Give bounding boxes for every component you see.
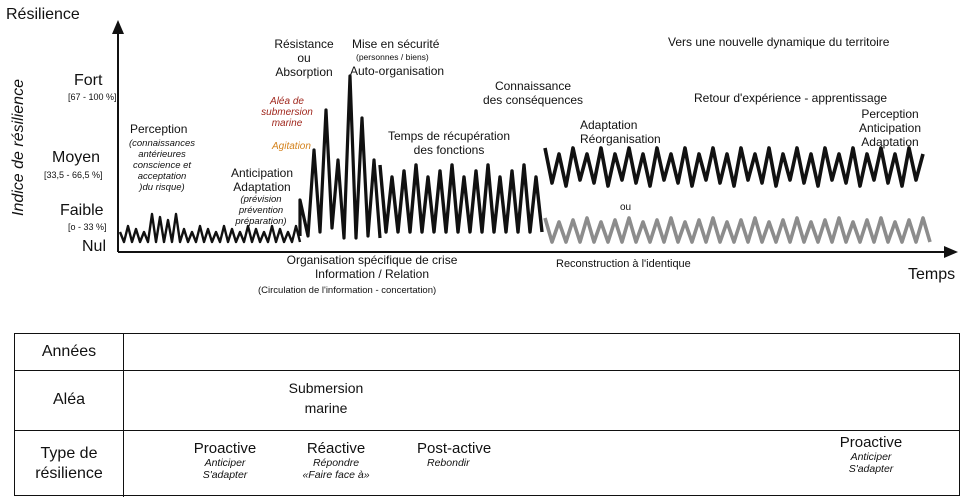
annotation-anticipation: Anticipation Adaptation [230, 166, 294, 194]
level-moyen-range: [33,5 - 66,5 %] [44, 170, 103, 180]
level-fort: Fort [74, 72, 103, 89]
annotation-nouvelle-dynamique: Vers une nouvelle dynamique du territoir… [668, 35, 890, 49]
annotation-alea: Aléa de submersion marine [261, 96, 313, 129]
x-axis-label: Temps [908, 266, 956, 283]
type-reactive: Réactive Répondre «Faire face à» [302, 440, 370, 481]
annotation-agitation: Agitation [272, 141, 311, 152]
resilience-table: Années Aléa Submersion marine Type de ré… [14, 333, 960, 497]
table-row-annees: Années [15, 334, 959, 371]
annotation-temps-recuperation: Temps de récupération des fonctions [387, 129, 511, 157]
table-row-alea: Aléa Submersion marine [15, 370, 959, 431]
annotation-resistance: Résistance ou Absorption [274, 37, 334, 79]
table-row-type: Type de résilience Proactive Anticiper S… [15, 430, 959, 497]
type-post-active: Post-active Rebondir [417, 440, 492, 469]
annotation-perception-final: Perception Anticipation Adaptation [858, 107, 922, 149]
table-label-alea: Aléa [15, 370, 124, 430]
annotation-mise-en-securite: Mise en sécurité [352, 37, 440, 51]
annotation-connaissance: Connaissance des conséquences [482, 79, 584, 107]
annotation-retour-experience: Retour d'expérience - apprentissage [694, 91, 888, 105]
curve-pre-event [118, 212, 302, 244]
level-faible: Faible [60, 202, 104, 219]
curve-crisis [298, 74, 382, 240]
level-fort-range: [67 - 100 %] [68, 92, 117, 102]
curve-recovery [378, 163, 544, 234]
table-alea-content: Submersion marine [288, 380, 364, 416]
level-nul: Nul [82, 238, 107, 255]
y-axis-arrow [112, 20, 124, 34]
annotation-anticipation-detail: (prévision prévention préparation) [235, 194, 287, 227]
type-proactive-2: Proactive Anticiper S'adapter [839, 434, 903, 475]
level-faible-range: [o - 33 %] [68, 222, 107, 232]
annotation-auto-organisation: Auto-organisation [350, 64, 445, 78]
table-label-annees: Années [15, 334, 124, 370]
chart-axes [112, 20, 958, 258]
annotation-perception-detail: (connaissances antérieures conscience et… [128, 138, 195, 193]
annotation-circulation: (Circulation de l'information - concerta… [258, 285, 437, 296]
level-moyen: Moyen [52, 149, 101, 166]
curve-adaptation [543, 146, 925, 188]
curve-reconstruction [543, 216, 932, 244]
annotation-mise-detail: (personnes / biens) [356, 52, 429, 62]
annotation-adaptation-reorg: Adaptation Réorganisation [580, 118, 661, 146]
annotation-perception: Perception [130, 122, 188, 136]
x-axis-arrow [944, 246, 958, 258]
resilience-curves [118, 74, 932, 244]
y-axis-title: Résilience [6, 6, 80, 23]
annotation-reconstruction: Reconstruction à l'identique [556, 258, 691, 270]
y-axis-label: Indice de résilience [10, 79, 27, 216]
table-label-type: Type de résilience [15, 430, 124, 497]
annotation-ou: ou [620, 202, 632, 213]
resilience-chart [112, 20, 958, 258]
type-proactive-1: Proactive Anticiper S'adapter [193, 440, 257, 481]
annotation-organisation-crise: Organisation spécifique de crise Informa… [286, 253, 458, 281]
